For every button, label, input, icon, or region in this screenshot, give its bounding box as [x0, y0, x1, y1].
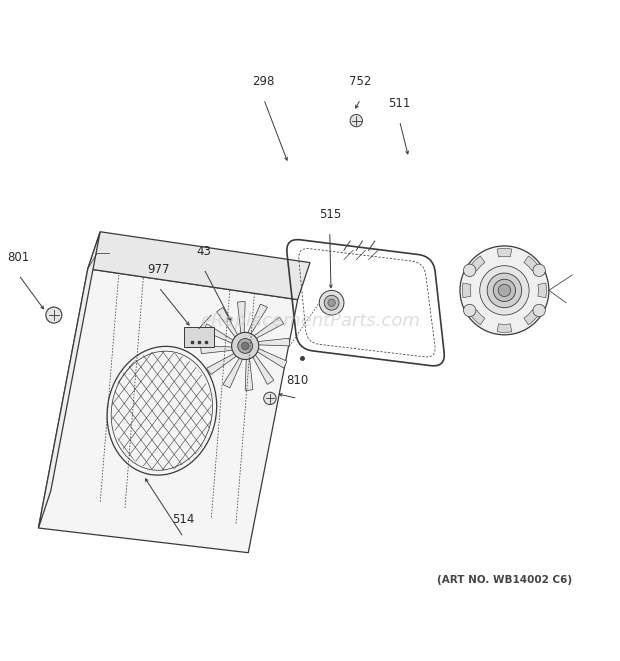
Circle shape: [350, 114, 363, 127]
Polygon shape: [206, 353, 237, 375]
Polygon shape: [257, 348, 287, 368]
Polygon shape: [497, 324, 511, 332]
Circle shape: [487, 273, 521, 307]
Text: 977: 977: [148, 263, 170, 276]
Polygon shape: [38, 269, 298, 553]
Text: 514: 514: [172, 513, 195, 526]
Circle shape: [324, 295, 339, 310]
Polygon shape: [203, 324, 234, 344]
Circle shape: [328, 299, 335, 307]
Text: 298: 298: [252, 75, 275, 88]
Text: 801: 801: [7, 251, 30, 264]
Text: 752: 752: [350, 75, 372, 88]
Polygon shape: [247, 304, 267, 334]
Circle shape: [480, 266, 529, 315]
Circle shape: [464, 304, 476, 317]
Circle shape: [533, 264, 546, 276]
FancyBboxPatch shape: [184, 327, 214, 347]
Polygon shape: [245, 358, 253, 391]
Polygon shape: [253, 317, 284, 339]
Polygon shape: [38, 232, 100, 528]
Polygon shape: [538, 283, 546, 297]
Circle shape: [319, 290, 344, 315]
Text: 810: 810: [286, 374, 309, 387]
Polygon shape: [257, 338, 290, 346]
Polygon shape: [497, 249, 511, 257]
Polygon shape: [201, 346, 234, 354]
Circle shape: [464, 264, 476, 276]
Circle shape: [241, 342, 249, 350]
Text: eReplacementParts.com: eReplacementParts.com: [200, 312, 420, 330]
Text: (ART NO. WB14002 C6): (ART NO. WB14002 C6): [437, 576, 572, 586]
Circle shape: [494, 279, 516, 301]
Circle shape: [232, 332, 259, 360]
Polygon shape: [470, 256, 485, 271]
Polygon shape: [524, 256, 539, 271]
Circle shape: [533, 304, 546, 317]
Polygon shape: [470, 310, 485, 325]
Polygon shape: [524, 310, 539, 325]
Polygon shape: [237, 301, 245, 334]
Circle shape: [498, 284, 511, 297]
Polygon shape: [463, 283, 471, 297]
Circle shape: [264, 392, 276, 405]
Polygon shape: [88, 232, 310, 299]
Text: 515: 515: [319, 208, 341, 221]
Circle shape: [238, 338, 252, 354]
Text: 43: 43: [197, 245, 211, 258]
Circle shape: [46, 307, 62, 323]
Polygon shape: [223, 357, 243, 388]
Text: 511: 511: [388, 97, 410, 110]
Polygon shape: [252, 354, 274, 385]
Circle shape: [460, 246, 549, 335]
Polygon shape: [216, 307, 238, 338]
